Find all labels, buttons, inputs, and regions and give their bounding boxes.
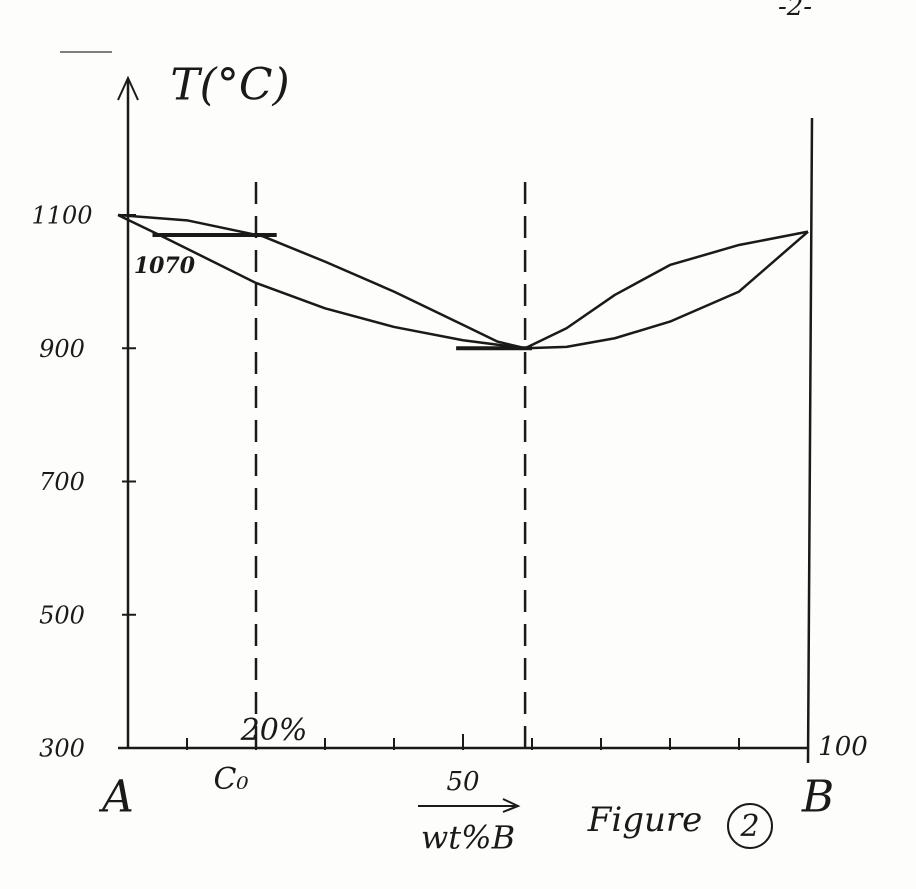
figure-number-circle bbox=[727, 803, 773, 849]
y-axis-label: T(°C) bbox=[170, 60, 289, 111]
composition-sublabel: C₀ bbox=[214, 762, 249, 797]
figure-number: 2 bbox=[739, 809, 759, 844]
right-end-label: B bbox=[801, 772, 834, 823]
x-axis-label: wt%B bbox=[421, 819, 515, 857]
phase-boundary bbox=[117, 213, 809, 350]
x-arrow-head bbox=[502, 798, 521, 813]
figure-label: Figure bbox=[587, 800, 703, 840]
x-tick-label: 100 bbox=[818, 732, 868, 762]
y-tick-label: 900 bbox=[39, 335, 85, 363]
composition-label: 20% bbox=[240, 713, 308, 748]
y-tick-label: 300 bbox=[39, 735, 85, 763]
tie-line-label: 1070 bbox=[134, 253, 196, 279]
x-tick-label: 50 bbox=[446, 767, 479, 797]
y-tick-label: 700 bbox=[39, 468, 85, 496]
y-axis-arrow bbox=[117, 75, 139, 101]
y-tick-label: 1100 bbox=[31, 202, 92, 230]
y-tick-label: 500 bbox=[39, 601, 85, 629]
left-end-label: A bbox=[98, 772, 134, 823]
page-number: -2- bbox=[778, 0, 812, 22]
phase-boundary bbox=[117, 213, 809, 350]
right-axis bbox=[806, 117, 814, 764]
